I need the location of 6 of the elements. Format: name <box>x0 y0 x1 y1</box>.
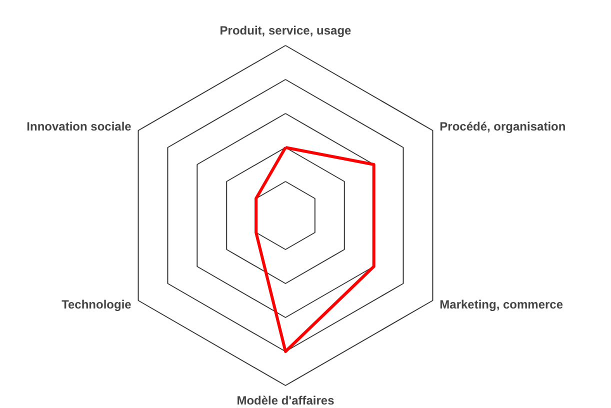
spoke-label: Modèle d'affaires <box>236 394 335 408</box>
spoke-label: Produit, service, usage <box>220 24 352 38</box>
spoke-label: Innovation sociale <box>26 120 132 134</box>
spoke-label: Marketing, commerce <box>440 298 564 312</box>
spoke-label: Procédé, organisation <box>440 120 566 134</box>
spoke-label: Technologie <box>62 298 132 312</box>
